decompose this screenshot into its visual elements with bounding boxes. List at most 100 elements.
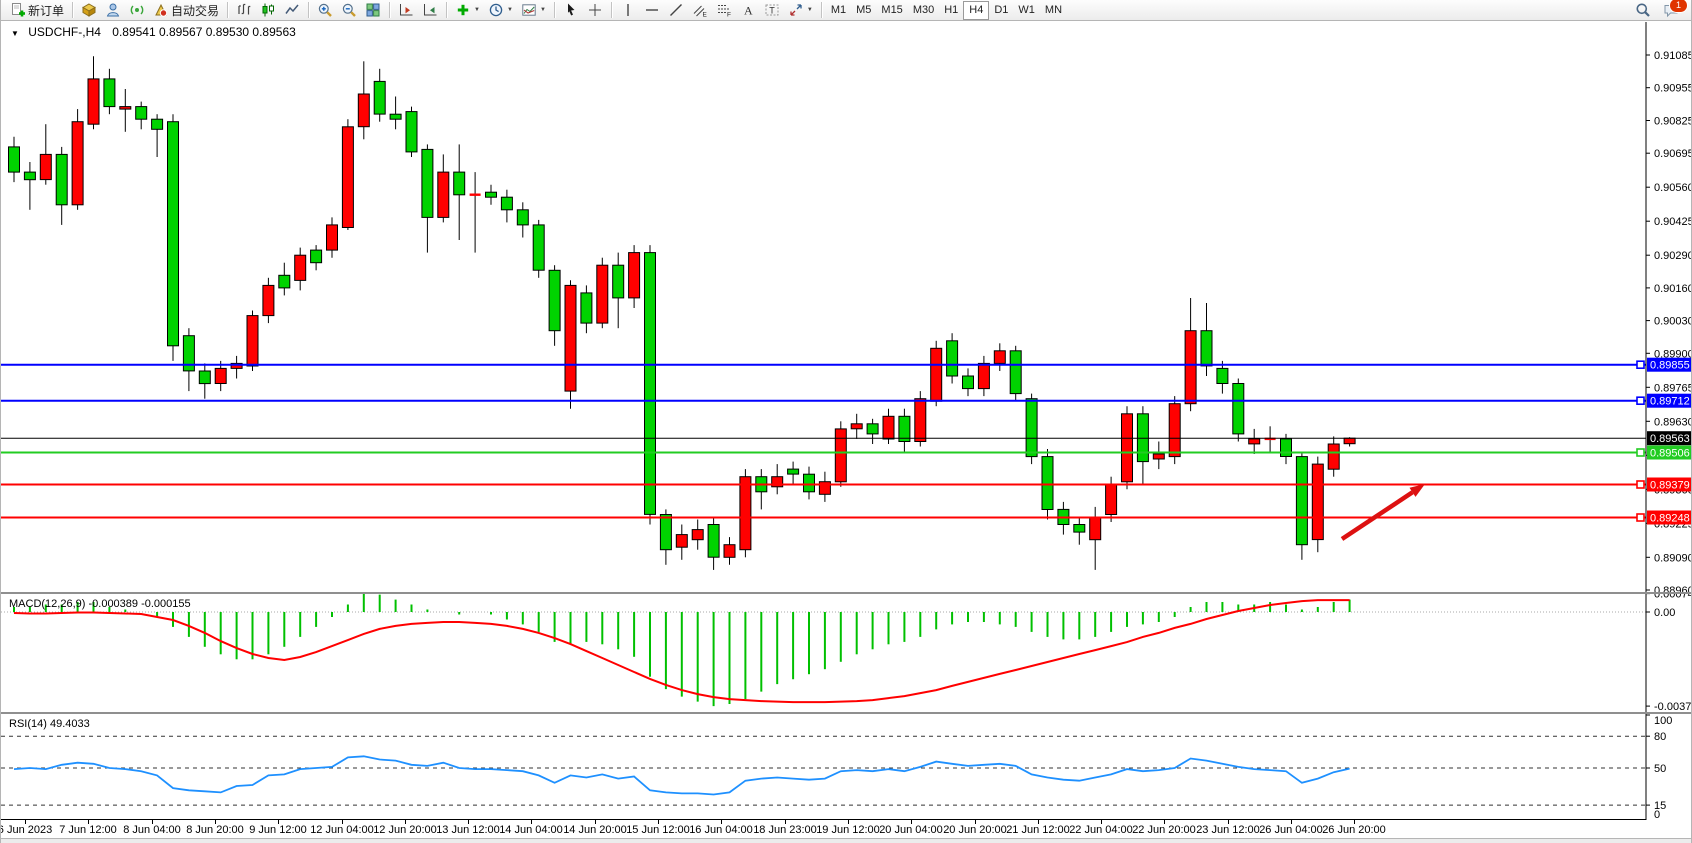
dropdown-caret-icon[interactable]: ▼ [474,7,480,13]
pane-separator[interactable] [1,712,1691,714]
dropdown-caret-icon[interactable]: ▼ [806,7,813,13]
timeframe-button-m1[interactable]: M1 [830,3,847,16]
chart-line-button[interactable] [280,0,304,21]
new-order-label: 新订单 [28,3,65,18]
timeframe-button-h4[interactable]: H4 [963,0,990,20]
hline-button[interactable] [640,0,664,21]
candle [357,61,370,140]
period-clock-button[interactable]: ▼ [484,0,517,21]
price-chart-pane[interactable]: 0.91085 0.90955 0.90825 0.90695 0.90560 0.904… [1,22,1692,592]
time-axis-tick [405,820,406,824]
macd-signal-line [13,599,1350,704]
candle [341,119,354,230]
zoom-out-button[interactable] [337,0,361,21]
auto-scroll-button[interactable] [418,0,442,21]
cube-button[interactable] [77,0,101,21]
crosshair-button[interactable] [583,0,607,21]
svg-text:F: F [727,12,731,19]
chart-candles-button[interactable] [256,0,280,21]
chart-bars-button[interactable] [232,0,256,21]
candle [1152,441,1165,470]
arrow-annotation[interactable] [1340,484,1425,541]
time-axis-tick [1038,820,1039,824]
time-axis-tick [721,820,722,824]
autotrade-button[interactable]: 自动交易 [149,0,223,21]
person-button[interactable] [101,0,125,21]
price-axis-tick: 0.91085 [1654,50,1692,62]
level-line-handle[interactable] [1636,448,1645,457]
macd-pane[interactable]: 0.000741 0.00 -0.003781 [1,594,1692,712]
timeframe-button-d1[interactable]: D1 [994,3,1009,16]
channel-button[interactable]: E [688,0,712,21]
cursor-button[interactable] [559,0,583,21]
time-axis-label: 15 Jun 12:00 [626,824,690,836]
trendline-button[interactable] [664,0,688,21]
trendline-icon [669,4,682,16]
toolbar-separator [610,2,612,18]
time-axis-tick [658,820,659,824]
time-axis-label: 12 Jun 04:00 [310,824,374,836]
candle [1184,298,1197,412]
timeframe-button-m30[interactable]: M30 [912,3,935,16]
add-indicator-button[interactable]: ▼ [451,0,484,21]
template-button[interactable]: ▼ [517,0,550,21]
candle [1248,428,1261,454]
timeframe-button-h1[interactable]: H1 [944,3,959,16]
search-button[interactable] [1631,0,1655,21]
candle [739,469,752,558]
tile-windows-button[interactable] [361,0,385,21]
timeframe-button-m5[interactable]: M5 [856,3,872,16]
timeframe-button-mn[interactable]: MN [1044,3,1063,16]
auto-scroll-icon [424,4,437,16]
fibonacci-icon: F [717,5,731,19]
time-axis-label: 9 Jun 12:00 [249,824,307,836]
macd-axis-tick: 0.00 [1654,607,1675,619]
toolbar-separator [308,2,310,18]
price-axis-tick: 0.90290 [1654,250,1692,262]
cursor-icon [567,3,575,16]
candle [707,517,720,570]
chart-menu-triangle-icon[interactable]: ▼ [11,29,19,38]
text-a-button[interactable]: A [736,0,760,21]
text-label-button[interactable]: T [760,0,784,21]
candle [962,368,974,397]
new-order-button[interactable]: 新订单 [6,0,68,21]
chat-button[interactable]: 1 [1659,0,1688,21]
level-line-handle[interactable] [1636,360,1645,370]
rsi-axis-tick: 50 [1654,763,1666,775]
level-line-handle[interactable] [1636,480,1645,489]
candle [485,184,497,205]
dropdown-caret-icon[interactable]: ▼ [539,7,546,13]
candle [930,340,943,407]
shift-end-button[interactable] [394,0,418,21]
candle [1295,451,1308,560]
signal-button[interactable] [125,0,149,21]
fibonacci-button[interactable]: F [712,0,736,21]
candle [87,56,100,130]
vline-button[interactable] [616,0,640,21]
dropdown-caret-icon[interactable]: ▼ [506,7,513,13]
main-toolbar: 新订单 自动交易 ▼ ▼ ▼ E F A T ▼ M1 M5 M15 M30 H1 H4 D1 W1 MN 1 [1,0,1691,21]
svg-text:T: T [769,6,775,16]
rsi-pane[interactable]: 100 80 50 150 [1,714,1692,820]
time-axis-tick [215,820,216,824]
time-axis[interactable]: 6 Jun 2023 7 Jun 12:00 8 Jun 04:00 8 Jun 20… [1,820,1691,838]
timeframe-button-m15[interactable]: M15 [881,3,903,16]
time-axis-label: 18 Jun 23:00 [753,824,817,836]
timeframe-button-w1[interactable]: W1 [1018,3,1035,16]
level-line-handle[interactable] [1636,396,1645,406]
candle [1121,406,1133,490]
level-line-handle[interactable] [1636,513,1645,522]
time-axis-tick [911,820,912,824]
time-axis-tick [531,820,532,824]
svg-text:E: E [702,12,707,19]
candle [151,114,164,157]
arrows-button[interactable]: ▼ [784,0,817,21]
price-axis-tick: 0.90160 [1654,283,1692,295]
candle [500,189,513,223]
template-icon [522,4,536,16]
candle [1280,433,1292,465]
svg-text:0.89855: 0.89855 [1650,360,1690,372]
zoom-in-button[interactable] [313,0,337,21]
pane-separator[interactable] [1,592,1691,594]
